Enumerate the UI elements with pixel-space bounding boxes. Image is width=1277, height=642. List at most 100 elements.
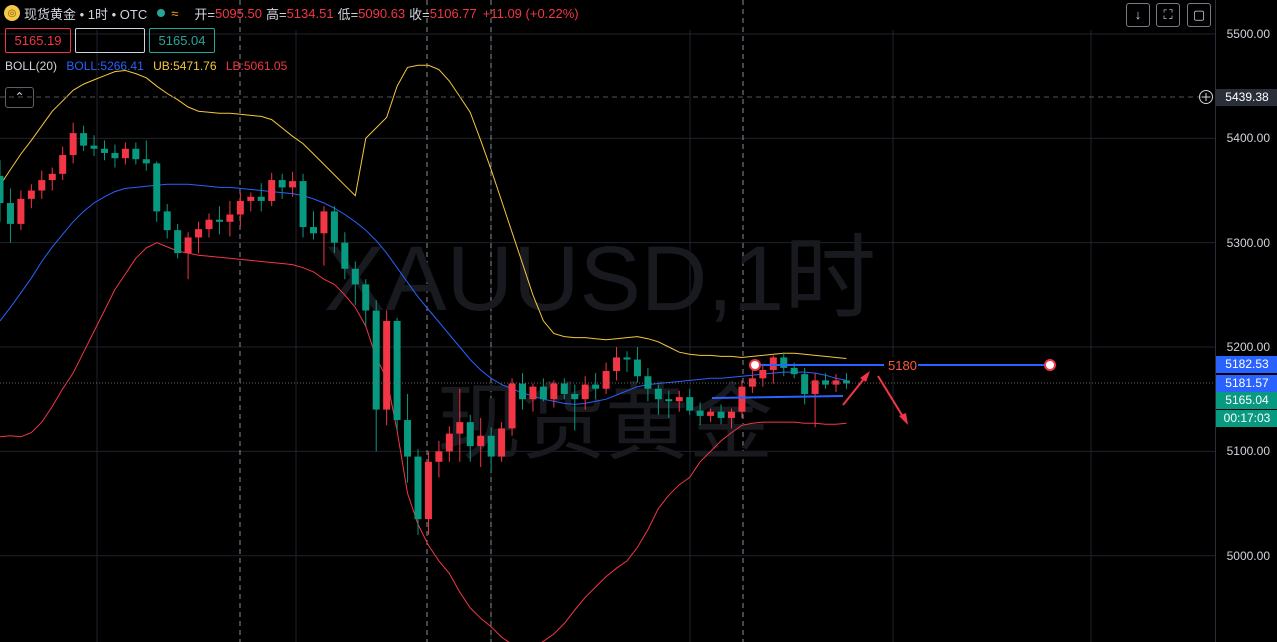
bid-price-box[interactable]: 5165.19 xyxy=(5,28,71,53)
candle xyxy=(477,417,485,468)
candle xyxy=(832,374,840,392)
candle-body xyxy=(195,229,203,238)
candle xyxy=(383,310,391,426)
indicator-name: BOLL(20) xyxy=(5,59,58,73)
chart-grid xyxy=(0,0,1215,642)
candle xyxy=(696,402,704,426)
price-label: 5182.53 xyxy=(1216,356,1277,373)
candle xyxy=(6,188,14,243)
candle xyxy=(404,393,412,483)
candle xyxy=(341,232,349,280)
candle-body xyxy=(142,159,150,164)
candle-body xyxy=(581,384,589,400)
candle xyxy=(445,426,453,462)
candle xyxy=(80,125,88,151)
candle-body xyxy=(101,148,108,153)
candle-body xyxy=(0,175,4,204)
candle-body xyxy=(414,456,422,520)
candle-body xyxy=(174,230,182,254)
candle-body xyxy=(445,433,453,452)
candle xyxy=(623,351,631,373)
candle-body xyxy=(69,133,77,156)
candle-body xyxy=(644,376,652,389)
candle-body xyxy=(404,420,412,457)
candle-body xyxy=(508,383,516,429)
candle xyxy=(278,173,286,199)
candle xyxy=(665,390,673,418)
candle-body xyxy=(320,211,328,234)
high-label: 高= xyxy=(265,6,287,22)
candle xyxy=(69,122,77,164)
candle xyxy=(456,388,464,462)
candle-body xyxy=(759,369,767,379)
candle xyxy=(90,135,98,157)
candle xyxy=(539,378,547,402)
candle-body xyxy=(310,227,317,234)
low-value: 5090.63 xyxy=(358,5,406,21)
arrow-down xyxy=(877,375,906,421)
candle-body xyxy=(592,384,600,389)
candle xyxy=(289,171,297,197)
candle-body xyxy=(27,190,35,199)
level-handle-right[interactable] xyxy=(1044,359,1056,371)
level-handle-left[interactable] xyxy=(749,359,761,371)
candle-body xyxy=(289,181,297,188)
fullscreen-button[interactable]: ⛶ xyxy=(1156,3,1180,27)
symbol-title[interactable]: 现货黄金 • 1时 • OTC xyxy=(24,6,148,22)
candle xyxy=(801,367,809,405)
candle-body xyxy=(665,399,673,402)
indicator-legend[interactable]: BOLL(20) BOLL:5266.41 UB:5471.76 LB:5061… xyxy=(5,59,287,73)
ask-price-box[interactable]: 5165.04 xyxy=(149,28,215,53)
open-value: 5095.50 xyxy=(214,5,262,21)
candle xyxy=(811,373,819,428)
series-lb-line xyxy=(0,242,847,642)
series-ub-line xyxy=(0,64,847,359)
candle-body xyxy=(498,428,506,457)
candle-body xyxy=(111,152,119,159)
candle-body xyxy=(278,180,286,188)
candle xyxy=(299,173,307,238)
candle-body xyxy=(163,211,171,231)
candle-body xyxy=(623,357,631,360)
price-chart[interactable]: XAUUSD,1时 现货黄金 5180 xyxy=(0,0,1215,642)
ub-value: UB:5471.76 xyxy=(153,59,217,73)
candle-body xyxy=(790,367,798,375)
candles xyxy=(0,122,850,535)
crosshair-plus-icon[interactable] xyxy=(1198,89,1214,105)
candle xyxy=(686,388,694,415)
collapse-legend-button[interactable]: ⌃ xyxy=(5,87,34,108)
symbol-header: ◎ 现货黄金 • 1时 • OTC ≈ 开= 5095.50 高= 5134.51 … xyxy=(4,3,579,23)
candle-body xyxy=(247,196,255,201)
level-label: 5180 xyxy=(888,358,917,373)
bollinger-bands xyxy=(0,64,847,642)
candle xyxy=(48,167,56,191)
open-label: 开= xyxy=(194,6,215,22)
candle xyxy=(205,213,213,238)
candle-body xyxy=(17,198,25,224)
price-axis[interactable]: 5000.00 5100.00 5200.00 5300.00 5400.00 5500.… xyxy=(1215,0,1277,642)
candle-body xyxy=(299,181,307,228)
quantity-box[interactable] xyxy=(75,28,145,53)
candle xyxy=(101,140,108,161)
y-tick-label: 5100.00 xyxy=(1226,444,1270,459)
y-tick-label: 5400.00 xyxy=(1226,131,1270,146)
download-button[interactable]: ↓ xyxy=(1126,3,1150,27)
drawings: 5180 xyxy=(0,96,1215,425)
screenshot-button[interactable]: ▢ xyxy=(1187,3,1211,27)
candle xyxy=(613,347,621,381)
candle xyxy=(236,192,244,228)
candle-body xyxy=(236,200,244,215)
candle xyxy=(351,261,359,306)
y-tick-label: 5300.00 xyxy=(1226,235,1270,250)
candle-body xyxy=(38,180,46,191)
candle-body xyxy=(707,411,715,416)
candle-body xyxy=(153,163,161,212)
candle-body xyxy=(383,320,391,410)
wave-icon: ≈ xyxy=(171,5,179,21)
candle xyxy=(111,144,119,168)
candle xyxy=(38,170,46,199)
price-label: 5165.04 xyxy=(1216,392,1277,409)
low-label: 低= xyxy=(337,6,359,22)
candle xyxy=(529,383,537,412)
candle-body xyxy=(393,320,401,421)
